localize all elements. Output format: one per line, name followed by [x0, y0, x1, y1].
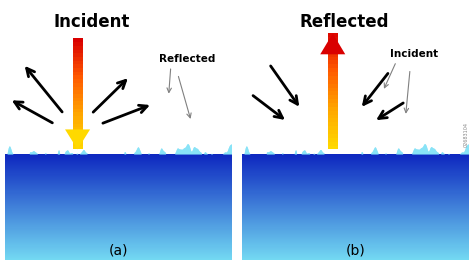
Text: Reflected: Reflected: [300, 13, 389, 31]
Text: (b): (b): [346, 244, 365, 258]
Text: Reflected: Reflected: [159, 54, 216, 64]
Text: Incident: Incident: [53, 13, 129, 31]
Polygon shape: [65, 129, 90, 149]
Text: 02683104: 02683104: [464, 122, 468, 147]
Polygon shape: [320, 33, 345, 54]
Text: (a): (a): [109, 244, 128, 258]
Text: Incident: Incident: [390, 48, 438, 59]
